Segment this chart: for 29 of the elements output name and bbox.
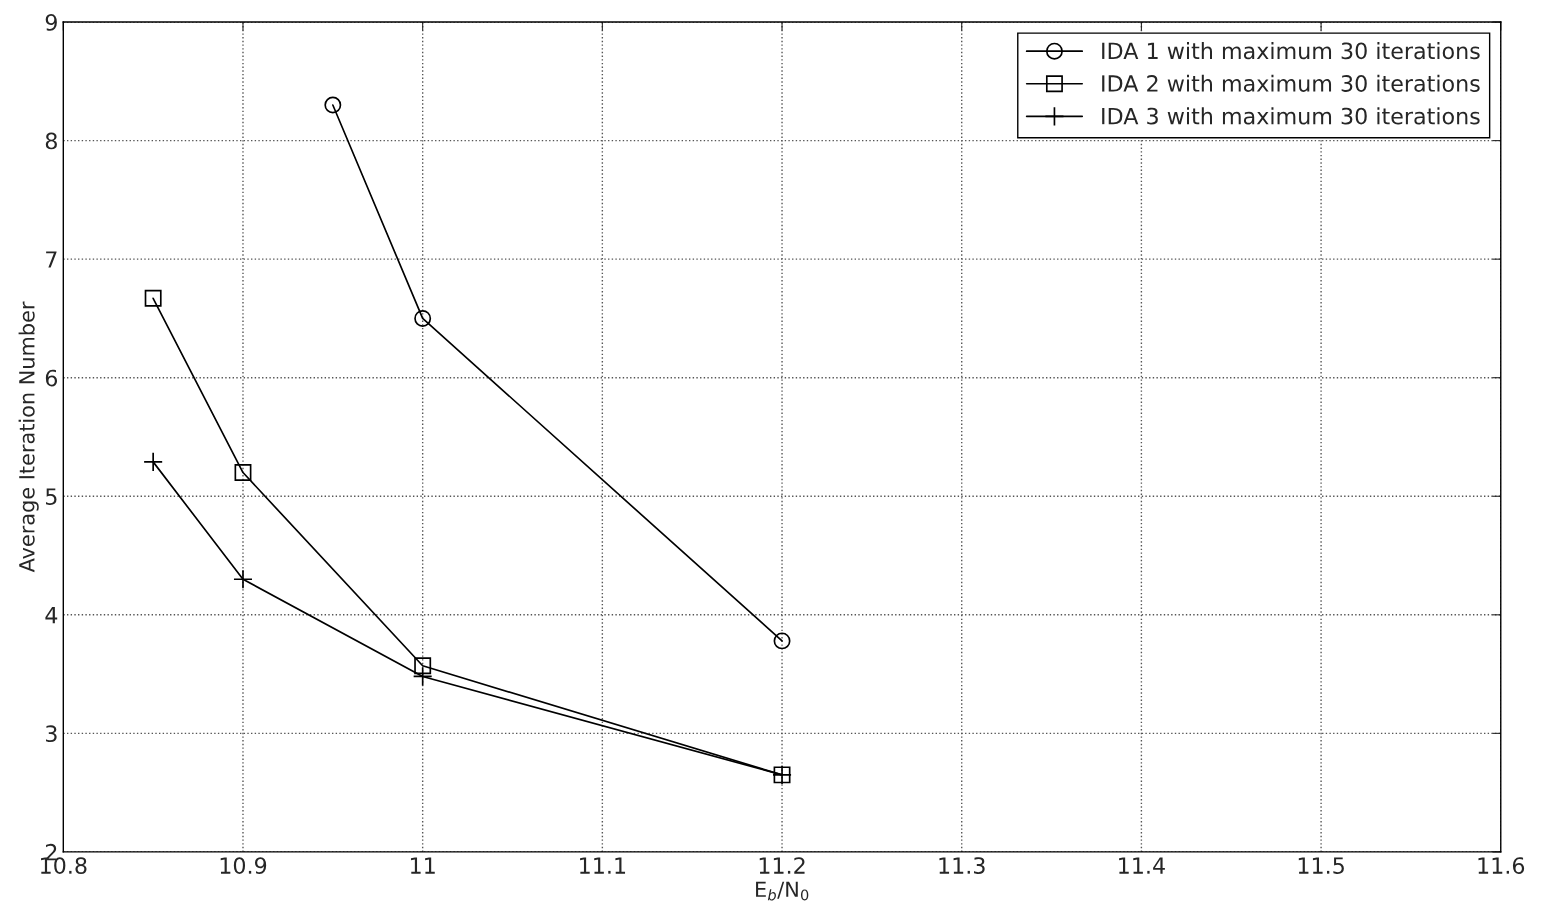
point bbox=[414, 657, 432, 675]
legend-label: IDA 1 with maximum 30 iterations bbox=[1102, 42, 1480, 60]
point bbox=[324, 96, 342, 114]
x-axis-title: E$_{b}$/N$_{0}$ bbox=[756, 881, 809, 901]
y-tick-label: 3 bbox=[46, 725, 57, 743]
legend-label: IDA 3 with maximum 30 iterations bbox=[1102, 107, 1480, 125]
point bbox=[773, 632, 791, 650]
y-tick-label: 8 bbox=[45, 132, 57, 150]
x-tick-label: 11.3 bbox=[939, 857, 985, 874]
y-tick-label: 6 bbox=[45, 369, 58, 387]
x-tick-label: 11.2 bbox=[759, 857, 805, 874]
x-tick-label: 11.5 bbox=[1298, 857, 1344, 874]
point bbox=[233, 569, 253, 590]
x-tick-label: 11.1 bbox=[580, 857, 626, 874]
legend-label: IDA 2 with maximum 30 iterations bbox=[1102, 74, 1480, 92]
x-tick-label: 11.4 bbox=[1119, 857, 1165, 874]
point bbox=[143, 452, 164, 472]
y-tick-label: 7 bbox=[46, 251, 57, 268]
y-tick-label: 9 bbox=[45, 14, 57, 31]
y-axis-title: Average Iteration Number bbox=[18, 301, 39, 573]
x-tick-label: 11.6 bbox=[1478, 857, 1525, 874]
point bbox=[144, 289, 162, 307]
point bbox=[414, 309, 432, 327]
x-tick-label: 10.9 bbox=[220, 857, 267, 874]
x-tick-label: 11 bbox=[410, 857, 435, 874]
point bbox=[234, 464, 252, 482]
y-tick-label: 4 bbox=[45, 607, 58, 624]
y-tick-label: 5 bbox=[46, 488, 57, 506]
point bbox=[412, 666, 433, 687]
